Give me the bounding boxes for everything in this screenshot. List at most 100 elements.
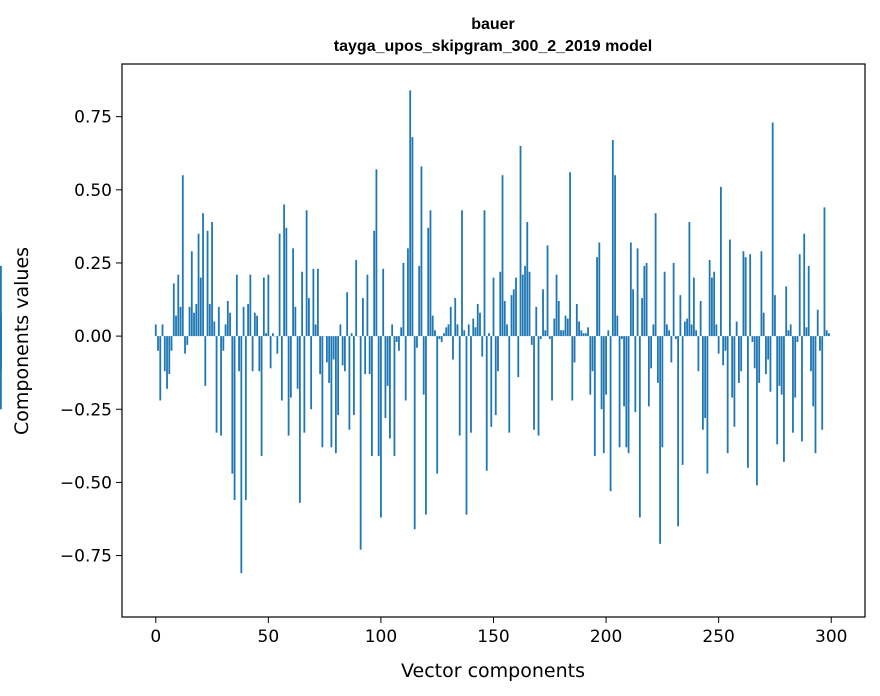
bar-70 <box>312 268 315 337</box>
bar-296 <box>821 336 824 430</box>
chart-title: bauer <box>471 16 515 33</box>
x-tick-label: 50 <box>258 627 280 647</box>
bar-256 <box>731 336 734 398</box>
bar-229 <box>670 336 673 363</box>
bar-55 <box>278 233 281 337</box>
y-tick-label: 0.75 <box>74 108 112 128</box>
bar-72 <box>316 268 319 337</box>
bar-94 <box>366 274 369 337</box>
bar-183 <box>566 318 569 337</box>
bar-284 <box>794 336 797 398</box>
bar-134 <box>456 324 459 337</box>
bar-264 <box>749 254 752 337</box>
bar-126 <box>438 336 441 340</box>
bar-263 <box>747 336 749 468</box>
bar-167 <box>530 336 533 345</box>
x-tick-label: 0 <box>150 627 161 647</box>
bar-163 <box>521 274 524 337</box>
bar-225 <box>661 336 664 448</box>
bar-253 <box>724 336 727 351</box>
bar-182 <box>564 315 567 337</box>
bar-51 <box>269 336 272 369</box>
bar-25 <box>211 222 213 337</box>
bar-137 <box>463 330 466 337</box>
bar-110 <box>402 262 405 337</box>
bar-83 <box>341 336 344 366</box>
bar-152 <box>497 336 499 372</box>
bar-290 <box>807 265 810 337</box>
bar-292 <box>812 336 815 407</box>
bar-88 <box>353 336 355 416</box>
bar-132 <box>452 336 454 360</box>
bar-29 <box>220 336 222 436</box>
bar-9 <box>175 315 177 337</box>
bar-89 <box>355 260 358 337</box>
x-tick-label: 100 <box>365 627 397 647</box>
bar-274 <box>771 122 774 337</box>
bar-27 <box>215 336 218 433</box>
bar-158 <box>510 295 513 337</box>
bar-71 <box>314 324 317 337</box>
bar-100 <box>380 336 382 518</box>
bar-276 <box>776 336 779 445</box>
bar-8 <box>172 283 175 337</box>
bar-39 <box>242 306 245 337</box>
bar-125 <box>436 336 439 474</box>
bar-224 <box>659 336 662 544</box>
bar-49 <box>265 333 267 337</box>
bar-109 <box>400 327 403 337</box>
bar-undefined <box>0 336 2 366</box>
bar-287 <box>801 336 803 442</box>
bar-160 <box>515 277 517 337</box>
x-tick-label: 200 <box>590 627 622 647</box>
bar-278 <box>780 336 783 395</box>
bar-237 <box>688 222 691 337</box>
bar-130 <box>447 324 450 337</box>
bar-122 <box>429 210 432 337</box>
bar-283 <box>792 336 794 433</box>
bar-243 <box>701 336 704 430</box>
y-tick-label: −0.25 <box>60 400 112 420</box>
bar-203 <box>611 140 614 337</box>
bar-154 <box>501 175 504 337</box>
bar-269 <box>760 251 763 337</box>
bar-144 <box>479 312 481 337</box>
bar-7 <box>170 336 173 351</box>
bar-56 <box>280 336 283 401</box>
bar-30 <box>222 336 225 351</box>
bar-254 <box>726 336 729 454</box>
bar-46 <box>258 336 261 372</box>
bar-41 <box>247 303 249 337</box>
bar-10 <box>177 274 180 337</box>
bar-297 <box>823 207 826 337</box>
bar-147 <box>485 336 488 471</box>
bar-268 <box>758 336 761 383</box>
bar-16 <box>190 251 193 337</box>
bar-61 <box>292 248 295 337</box>
bar-271 <box>765 336 767 375</box>
bar-169 <box>535 306 538 337</box>
bar-286 <box>798 254 801 337</box>
bar-172 <box>542 289 544 337</box>
bar-190 <box>582 333 585 337</box>
bar-59 <box>287 336 290 436</box>
bar-150 <box>492 277 495 337</box>
bar-227 <box>665 324 668 337</box>
bar-99 <box>377 336 380 457</box>
bar-261 <box>742 251 745 337</box>
bar-177 <box>553 318 556 337</box>
bar-98 <box>375 169 378 337</box>
bar-250 <box>717 336 720 354</box>
bar-114 <box>411 137 414 337</box>
bar-191 <box>584 333 587 337</box>
bar-174 <box>546 245 549 337</box>
bar-28 <box>217 306 220 337</box>
bar-159 <box>512 289 515 337</box>
bar-153 <box>499 271 502 337</box>
bar-54 <box>276 336 279 354</box>
bar-26 <box>213 321 216 337</box>
bar-138 <box>465 336 468 515</box>
y-tick-label: 0.25 <box>74 254 112 274</box>
bar-105 <box>391 324 394 337</box>
